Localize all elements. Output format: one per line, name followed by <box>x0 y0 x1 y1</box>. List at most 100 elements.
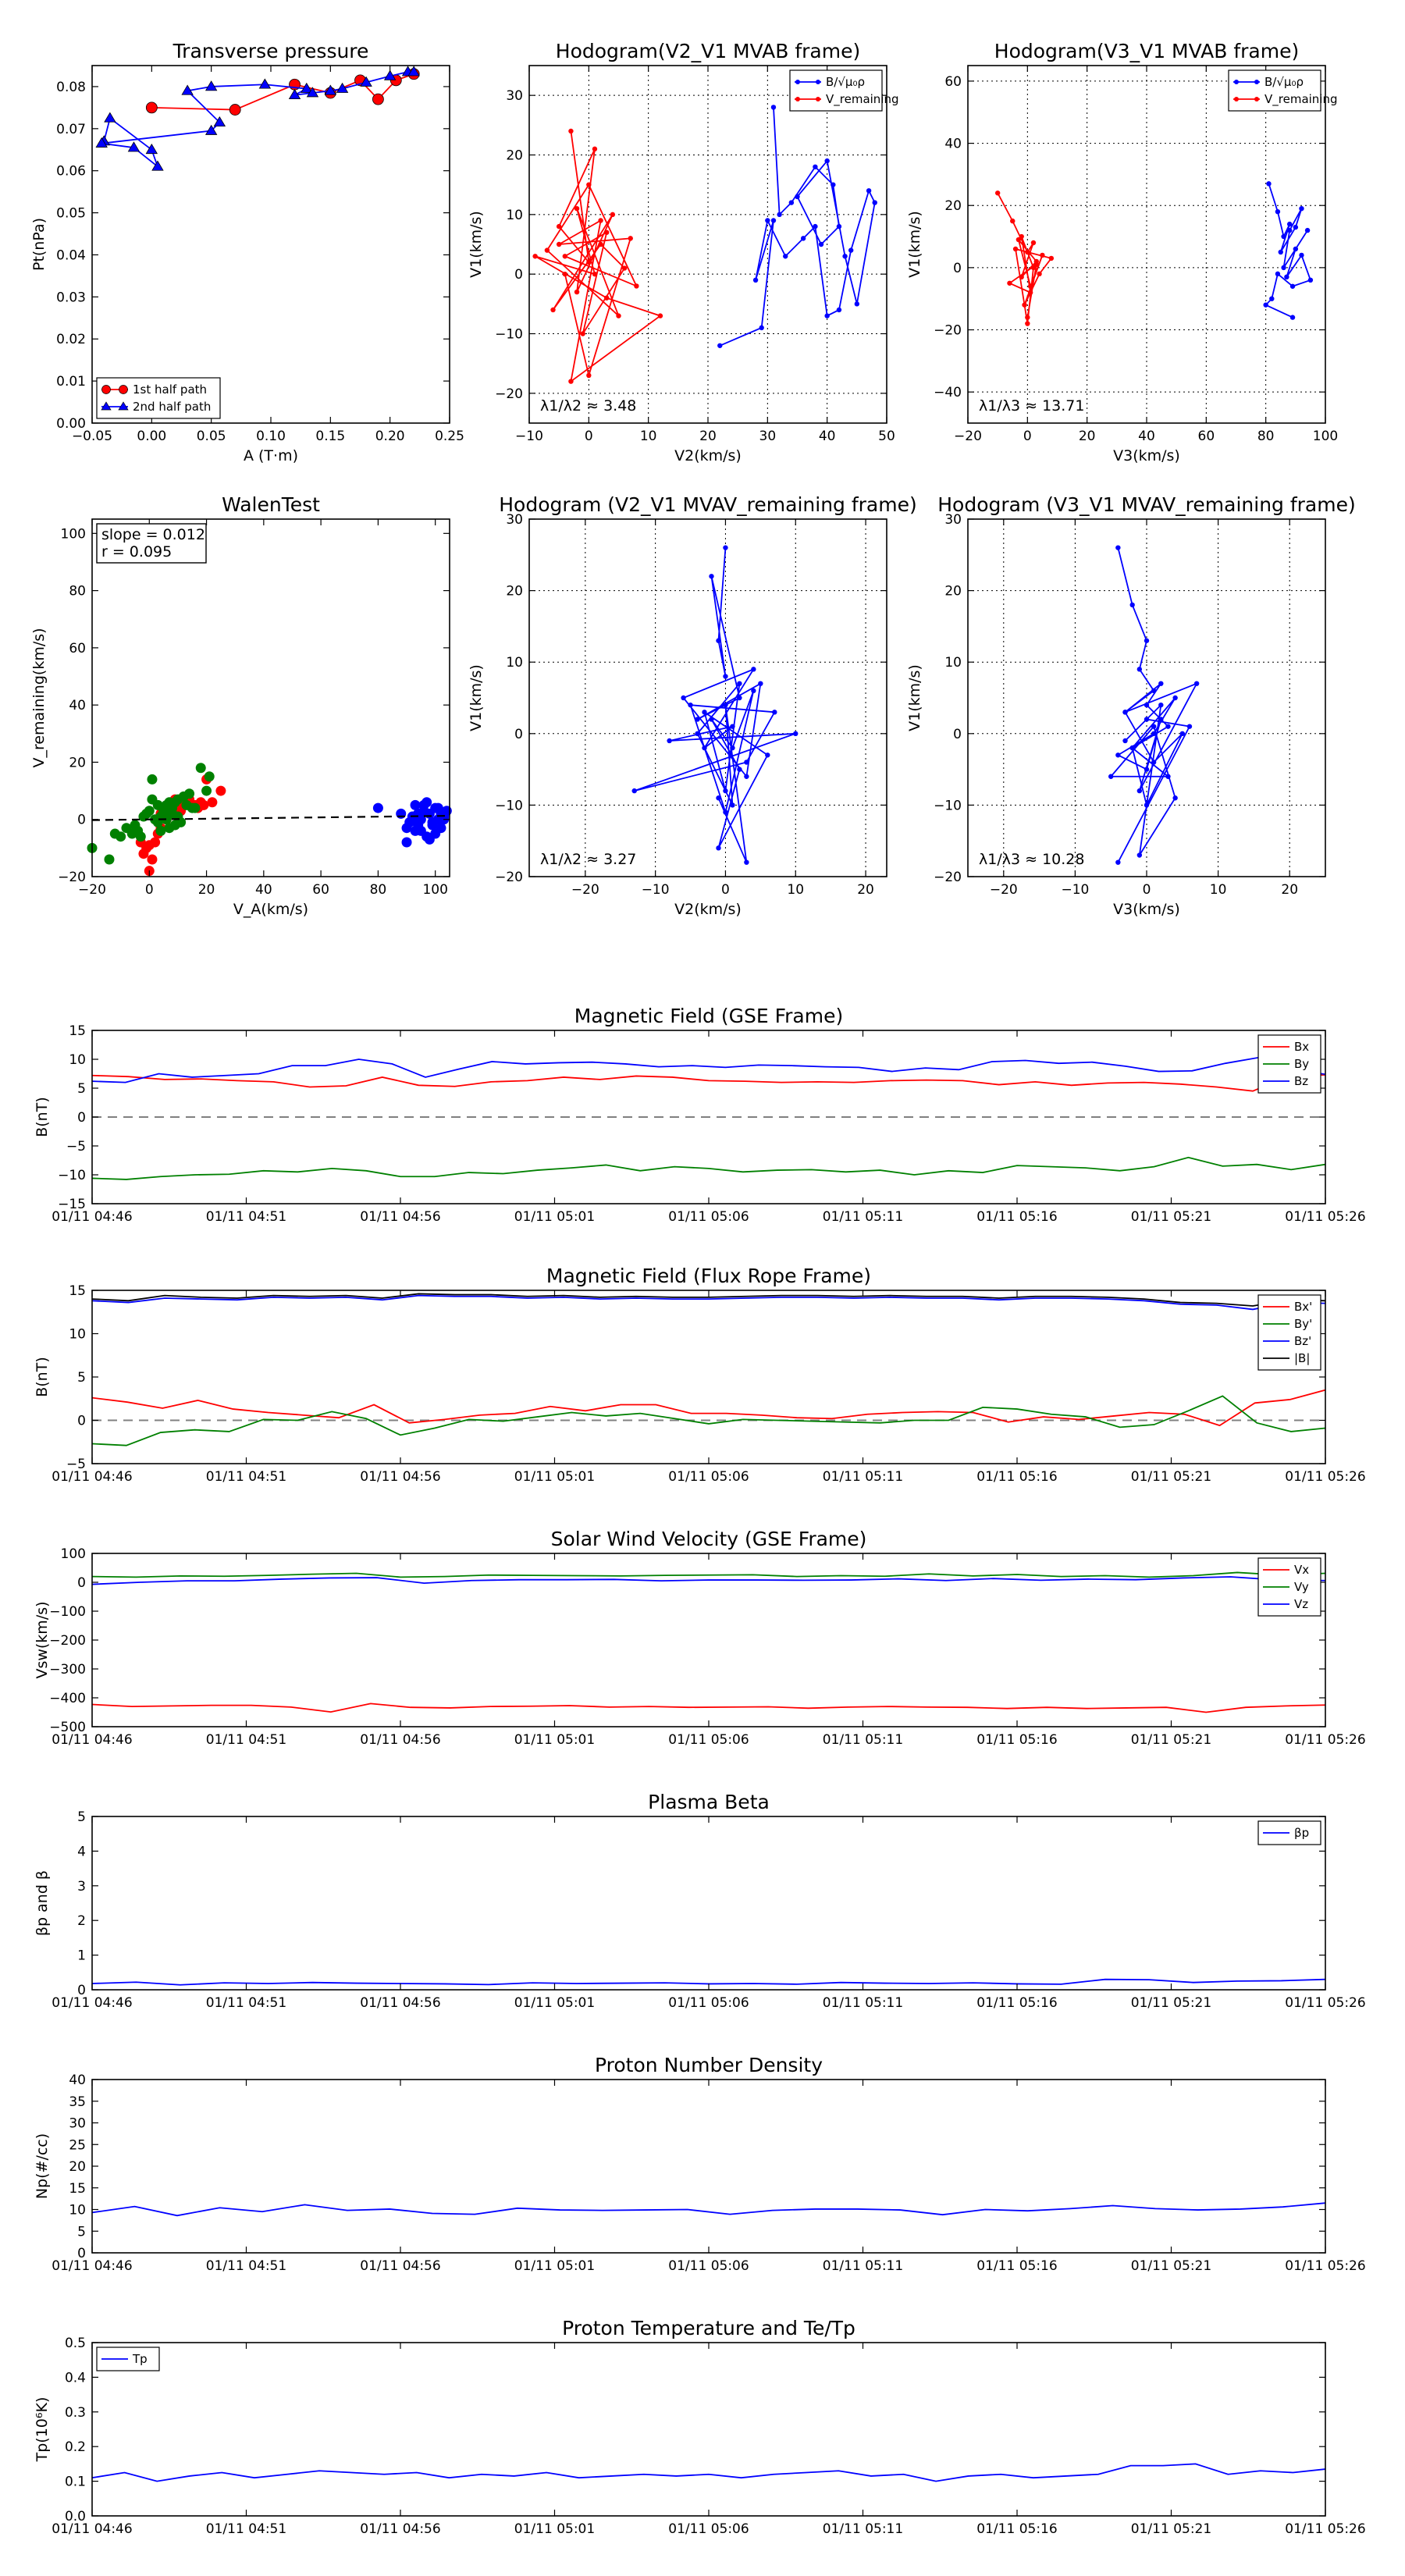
y-axis-label: Tp(10⁶K) <box>34 2397 51 2463</box>
data-point <box>1299 252 1304 258</box>
data-point <box>147 774 158 785</box>
data-point <box>1022 302 1027 308</box>
x-tick-label: 01/11 05:26 <box>1285 1732 1365 1748</box>
x-tick-label: 01/11 04:56 <box>360 1732 440 1748</box>
legend-marker <box>1234 97 1239 101</box>
y-tick-label: 0 <box>514 267 523 283</box>
data-point <box>610 212 616 218</box>
x-tick-label: 10 <box>1210 882 1227 898</box>
data-point <box>383 69 397 80</box>
data-point <box>580 331 585 336</box>
hodogram_v3v1_mvab-chart: −20 0 20 40 60 80 100 −40 −20 0 20 40 60 Hodogram(V3_… <box>906 40 1338 464</box>
plot-frame <box>91 518 450 877</box>
data-point <box>667 738 672 744</box>
data-point <box>1144 638 1150 643</box>
legend-marker <box>101 401 112 411</box>
x-tick-label: 0 <box>721 882 730 898</box>
x-tick-label: 01/11 05:11 <box>823 1209 903 1225</box>
y-tick-label: 0.07 <box>56 122 86 137</box>
data-point <box>1019 274 1024 280</box>
x-tick-label: 01/11 05:26 <box>1285 1469 1365 1485</box>
legend-label: By <box>1294 1057 1309 1071</box>
data-point <box>730 745 735 751</box>
ratio-annotation: λ1/λ2 ≈ 3.48 <box>540 397 636 415</box>
legend-marker <box>795 97 800 101</box>
data-point <box>800 236 806 241</box>
data-point <box>695 717 700 722</box>
data-point <box>1275 208 1281 215</box>
x-tick-label: −0.05 <box>72 429 112 444</box>
y-tick-label: 4 <box>77 1844 86 1859</box>
x-tick-label: 100 <box>1313 429 1338 444</box>
series-sw_velocity-0 <box>92 1703 1325 1713</box>
data-point <box>1027 290 1033 295</box>
chart-title: Hodogram (V2_V1 MVAV_remaining frame) <box>499 493 917 516</box>
data-point <box>372 93 384 105</box>
data-point <box>544 247 550 253</box>
y-tick-label: 30 <box>69 2116 86 2132</box>
x-tick-label: 01/11 05:01 <box>514 1732 595 1748</box>
data-point <box>1287 227 1293 233</box>
data-point <box>777 212 782 218</box>
data-point <box>1115 753 1121 758</box>
y-tick-label: 0.08 <box>56 80 86 95</box>
x-tick-label: 01/11 05:11 <box>823 1995 903 2011</box>
legend-marker <box>816 80 820 84</box>
data-point <box>135 831 146 842</box>
data-point <box>424 834 435 845</box>
data-point <box>306 87 319 98</box>
data-point <box>866 188 872 194</box>
data-point <box>681 695 686 701</box>
data-point <box>586 372 592 379</box>
legend-label: B/√μ₀ρ <box>826 75 865 89</box>
data-point <box>1122 738 1128 744</box>
sw_velocity-chart: 01/11 04:46 01/11 04:51 01/11 04:56 01/11 0… <box>34 1528 1366 1748</box>
data-point <box>737 695 742 701</box>
legend-label: Vx <box>1294 1563 1309 1577</box>
x-tick-label: 01/11 04:51 <box>206 1209 286 1225</box>
data-point <box>1030 240 1037 246</box>
data-point <box>751 688 756 694</box>
y-tick-label: 10 <box>944 655 962 671</box>
x-tick-label: 40 <box>819 429 836 444</box>
data-point <box>1289 283 1296 289</box>
ratio-annotation: λ1/λ3 ≈ 13.71 <box>979 397 1084 415</box>
data-point <box>556 223 562 229</box>
data-point <box>716 795 721 801</box>
y-tick-label: 0.2 <box>65 2439 86 2455</box>
x-tick-label: 01/11 05:21 <box>1131 2521 1211 2537</box>
x-tick-label: −20 <box>78 882 106 898</box>
series-proton_temperature-0 <box>92 2463 1325 2482</box>
data-point <box>288 88 301 100</box>
data-point <box>213 116 226 127</box>
x-tick-label: 20 <box>857 882 874 898</box>
data-point <box>574 206 580 212</box>
data-point <box>1179 731 1186 736</box>
data-point <box>1193 681 1200 686</box>
data-point <box>258 78 272 89</box>
series-sw_velocity-2 <box>92 1576 1325 1585</box>
data-point <box>410 799 421 810</box>
y-tick-label: −10 <box>495 327 523 343</box>
data-point <box>161 799 172 810</box>
data-point <box>730 802 735 808</box>
x-tick-label: 01/11 05:01 <box>514 1209 595 1225</box>
x-tick-label: −20 <box>990 882 1018 898</box>
y-tick-label: −20 <box>934 323 962 339</box>
x-tick-label: 01/11 04:51 <box>206 2521 286 2537</box>
data-point <box>205 80 218 91</box>
legend-label: βp <box>1294 1826 1309 1840</box>
x-tick-label: 01/11 05:16 <box>976 1995 1057 2011</box>
data-point <box>401 837 412 848</box>
data-point <box>1275 271 1281 277</box>
series-hodogram_v2v1_mvab-1 <box>535 130 662 383</box>
series-mag_gse-2 <box>92 1056 1325 1083</box>
y-tick-label: 10 <box>506 208 523 223</box>
x-tick-label: 0.15 <box>315 429 345 444</box>
y-tick-label: −10 <box>58 1168 86 1183</box>
x-tick-label: 0 <box>1143 882 1151 898</box>
data-point <box>1115 859 1121 865</box>
data-point <box>793 731 799 736</box>
x-tick-label: 01/11 05:26 <box>1285 1209 1365 1225</box>
x-tick-label: 60 <box>1198 429 1215 444</box>
